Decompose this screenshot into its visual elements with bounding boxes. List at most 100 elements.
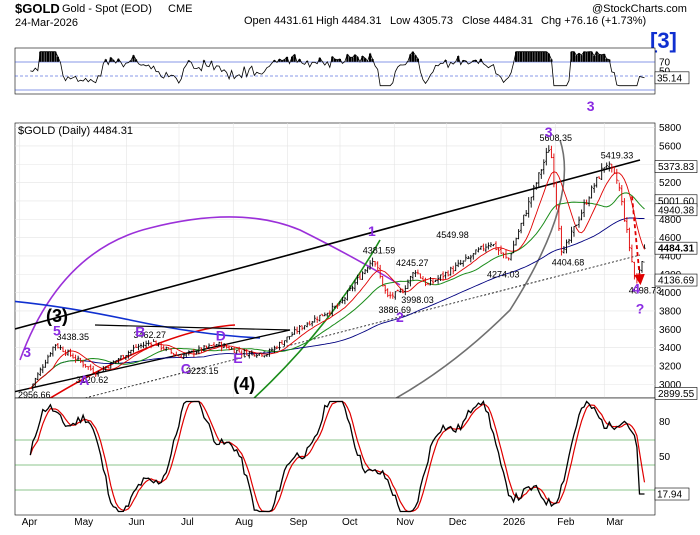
stoch-x-label: Apr bbox=[22, 517, 38, 528]
rsi-line bbox=[30, 51, 645, 87]
price-value-label: 4940.38 bbox=[658, 205, 695, 216]
close-label: Close 4484.31 bbox=[462, 15, 533, 27]
price-tick-label: 3000 bbox=[659, 380, 682, 391]
price-tick-label: 3200 bbox=[659, 361, 682, 372]
price-annotation: 4404.68 bbox=[552, 257, 585, 267]
wave-label-black: (4) bbox=[233, 374, 255, 394]
rsi-tick-label: 70 bbox=[659, 57, 671, 68]
ma-mid-line bbox=[29, 192, 645, 389]
wave-label-black: (3) bbox=[46, 306, 68, 326]
channel-lower-line bbox=[15, 329, 291, 393]
stoch-value-label: 17.94 bbox=[657, 490, 682, 501]
price-value-label: 4484.31 bbox=[658, 244, 695, 255]
wave-label: B bbox=[135, 324, 145, 340]
stoch-k-line bbox=[29, 400, 645, 513]
price-annotation: 4381.59 bbox=[363, 246, 396, 256]
price-annotation: 3886.69 bbox=[379, 305, 412, 315]
wave-label: 3 bbox=[545, 124, 553, 140]
price-value-box bbox=[654, 387, 698, 400]
price-tick-label: 5200 bbox=[659, 178, 682, 189]
price-annotation: 4549.98 bbox=[436, 230, 469, 240]
wave-label: 4 bbox=[632, 281, 640, 297]
price-tick-label: 3400 bbox=[659, 343, 682, 354]
stoch-x-label: Jun bbox=[129, 517, 145, 528]
wave-label: C bbox=[181, 360, 191, 376]
stoch-x-label: Mar bbox=[606, 517, 624, 528]
price-value-box bbox=[654, 203, 698, 217]
date-label: 24-Mar-2026 bbox=[15, 17, 78, 29]
wave-label: ? bbox=[636, 301, 645, 317]
stoch-x-label: Nov bbox=[396, 517, 414, 528]
price-tick-label: 4600 bbox=[659, 233, 682, 244]
triangle-top-line bbox=[94, 324, 291, 331]
rsi-panel: 70503035.14 bbox=[14, 47, 690, 95]
stoch-value-box bbox=[654, 487, 690, 501]
stoch-x-label: 2026 bbox=[503, 517, 526, 528]
wave-label: D bbox=[216, 327, 226, 343]
price-annotation: 4245.27 bbox=[396, 258, 429, 268]
price-value-label: 5001.60 bbox=[658, 196, 695, 207]
stoch-x-label: Dec bbox=[449, 517, 467, 528]
stoch-x-label: Oct bbox=[342, 517, 358, 528]
stoch-x-label: Sep bbox=[290, 517, 308, 528]
price-value-box bbox=[654, 273, 698, 287]
price-tick-label: 3800 bbox=[659, 306, 682, 317]
price-frame bbox=[14, 122, 656, 399]
price-panel: $GOLD (Daily) 4484.31 580056005400520050… bbox=[14, 98, 698, 515]
price-annotation: 3120.62 bbox=[76, 375, 109, 385]
stoch-panel: Apr May Jun Jul Aug Sep Oct Nov Dec 2026 Feb Mar 80 5… bbox=[14, 397, 690, 528]
price-value-box bbox=[654, 160, 698, 173]
rsi-frame bbox=[14, 47, 656, 95]
wave-label: 3 bbox=[587, 98, 595, 114]
wave-label: 2 bbox=[396, 309, 404, 325]
wave-label: 5 bbox=[53, 323, 61, 339]
price-tick-label: 4800 bbox=[659, 215, 682, 226]
price-annotation: 3998.03 bbox=[401, 295, 434, 305]
stoch-frame bbox=[14, 397, 656, 516]
price-value-label: 4136.69 bbox=[658, 276, 695, 287]
ma-fast-line bbox=[30, 171, 645, 389]
exchange-label: CME bbox=[168, 3, 192, 15]
price-tick-label: 3600 bbox=[659, 325, 682, 336]
symbol-label: $GOLD bbox=[15, 1, 60, 16]
watermark: @StockCharts.com bbox=[592, 3, 687, 15]
open-label: Open 4431.61 bbox=[244, 15, 314, 27]
cycle-arc-gray-1 bbox=[394, 139, 566, 398]
price-tick-label: 5800 bbox=[659, 123, 682, 134]
stoch-tick-label: 50 bbox=[659, 452, 671, 463]
price-tick-label: 4400 bbox=[659, 251, 682, 262]
wave-label: 1 bbox=[368, 223, 376, 239]
price-annotation: 4098.73 bbox=[629, 286, 662, 296]
price-value-label: 5373.83 bbox=[658, 162, 695, 173]
price-annotation: 3438.35 bbox=[57, 332, 90, 342]
price-tick-label: 4000 bbox=[659, 288, 682, 299]
high-label: High 4484.31 bbox=[316, 15, 381, 27]
stoch-x-label: May bbox=[74, 517, 93, 528]
rsi-value-label: 35.14 bbox=[657, 73, 682, 84]
price-title: $GOLD (Daily) 4484.31 bbox=[18, 125, 133, 137]
stoch-x-label: Jul bbox=[181, 517, 194, 528]
stoch-tick-label: 80 bbox=[659, 417, 671, 428]
cycle-arc-blue bbox=[15, 300, 261, 339]
price-value-label: 2899.55 bbox=[658, 389, 695, 400]
wave-label: E bbox=[233, 350, 242, 366]
price-annotation: 3462.27 bbox=[134, 330, 167, 340]
price-annotation: 3223.15 bbox=[186, 366, 219, 376]
cycle-arc-purple bbox=[19, 216, 401, 361]
rsi-value-box bbox=[654, 71, 690, 85]
change-label: Chg +76.16 (+1.73%) bbox=[541, 15, 646, 27]
price-tick-label: 5600 bbox=[659, 141, 682, 152]
price-annotation: 4274.03 bbox=[487, 269, 520, 279]
ma-slow-line bbox=[30, 217, 645, 389]
price-annotation: 5608.35 bbox=[540, 133, 573, 143]
wave-label: A bbox=[79, 372, 89, 388]
price-annotation: 5419.33 bbox=[601, 150, 634, 160]
low-label: Low 4305.73 bbox=[390, 15, 453, 27]
stoch-x-label: Feb bbox=[557, 517, 575, 528]
price-value-box bbox=[654, 241, 698, 255]
stoch-x-label: Aug bbox=[235, 517, 253, 528]
wave-label: 3 bbox=[23, 344, 31, 360]
description-label: Gold - Spot (EOD) bbox=[62, 3, 152, 15]
